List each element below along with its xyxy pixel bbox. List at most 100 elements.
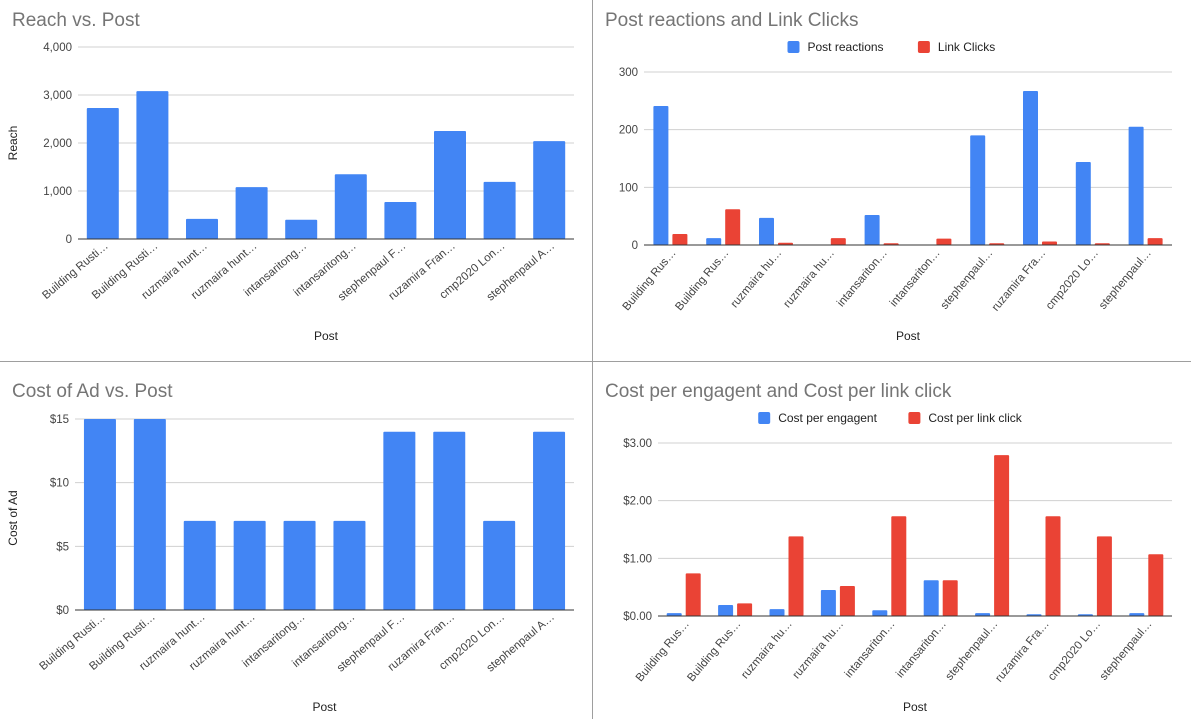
y-tick-label: $15	[50, 414, 69, 426]
y-tick-label: $3.00	[623, 438, 652, 450]
bar-value	[86, 107, 119, 240]
x-tick-label: ruzmaira hu…	[781, 247, 837, 310]
horizontal-divider	[0, 361, 1191, 362]
bar-cost-per-engagent	[769, 609, 785, 616]
x-tick-label: stephenpaul…	[944, 618, 1001, 683]
x-tick-label: ruzamira Fra…	[990, 247, 1048, 313]
x-tick-label: ruzmaira hu…	[791, 618, 847, 681]
bar-link-clicks	[1042, 241, 1057, 245]
bar-cost-per-link-click	[685, 573, 701, 616]
chart-panel-cost: Cost of Ad vs. Post $0 $5 $10 $15 Building Ru…	[0, 362, 592, 719]
x-tick-label: Building Rus…	[621, 247, 679, 313]
x-tick-label: intansariton…	[894, 618, 949, 680]
bar-link-clicks	[672, 234, 688, 245]
bar-post-reactions	[1023, 91, 1038, 245]
bar-value	[136, 91, 169, 239]
bar-value	[133, 419, 166, 610]
bar-post-reactions	[864, 215, 880, 245]
cost-per-engagement-chart: Cost per engagent and Cost per link clic…	[605, 381, 1172, 714]
y-tick-label: 300	[619, 67, 638, 79]
bar-value	[334, 174, 367, 239]
bar-cost-per-engagent	[975, 613, 991, 616]
bar-cost-per-link-click	[942, 580, 958, 616]
bar-post-reactions	[1128, 126, 1144, 245]
bar-link-clicks	[830, 238, 846, 245]
bar-cost-per-link-click	[788, 536, 804, 616]
x-tick-label: stephenpaul…	[1097, 247, 1154, 312]
y-tick-label: $2.00	[623, 496, 652, 508]
bar-post-reactions	[653, 106, 669, 245]
chart-title: Post reactions and Link Clicks	[605, 10, 858, 31]
y-tick-label: $1.00	[623, 553, 652, 565]
bar-cost-per-engagent	[666, 613, 682, 616]
bar-value	[285, 219, 318, 239]
bar-value	[333, 520, 366, 610]
bar-cost-per-link-click	[1045, 516, 1061, 616]
x-axis-label: Post	[312, 700, 337, 714]
x-tick-label: intansariton…	[843, 618, 898, 680]
bar-cost-per-engagent	[718, 605, 734, 616]
bar-value	[533, 431, 566, 610]
bar-cost-per-engagent	[923, 580, 939, 616]
bar-value	[434, 131, 466, 239]
bar-cost-per-engagent	[820, 590, 836, 616]
y-axis-label: Cost of Ad	[6, 490, 20, 545]
legend: Cost per engagent Cost per link click	[758, 411, 1023, 425]
legend-item: Cost per link click	[928, 411, 1022, 425]
y-tick-label: 3,000	[43, 90, 72, 102]
y-tick-label: 0	[66, 234, 72, 246]
x-tick-label: stephenpaul…	[1098, 618, 1155, 683]
chart-panel-cost-per: Cost per engagent and Cost per link clic…	[593, 362, 1191, 719]
y-tick-label: $5	[56, 541, 69, 553]
post-reactions-link-clicks-chart: Post reactions and Link Clicks Post react…	[605, 10, 1172, 343]
reach-vs-post-chart: Reach vs. Post01,0002,0003,0004,000Build…	[6, 10, 574, 343]
bar-post-reactions	[970, 135, 986, 245]
bar-value	[483, 181, 516, 239]
vertical-divider	[592, 0, 593, 719]
bar-value	[283, 520, 316, 610]
x-tick-label: ruzmaira hu…	[729, 247, 785, 310]
bar-cost-per-link-click	[839, 586, 855, 616]
chart-title: Reach vs. Post	[12, 10, 140, 31]
y-tick-label: $0.00	[623, 611, 652, 623]
bar-cost-per-link-click	[1148, 554, 1164, 616]
legend-item: Post reactions	[808, 40, 884, 54]
legend-swatch	[787, 41, 800, 53]
x-tick-label: intansariton…	[835, 247, 890, 309]
legend-swatch	[917, 41, 930, 53]
legend: Post reactions Link Clicks	[787, 40, 995, 54]
bar-value	[433, 431, 466, 610]
x-tick-label: cmp2020 Lo…	[1044, 247, 1101, 312]
x-axis-label: Post	[314, 329, 339, 343]
bar-cost-per-engagent	[872, 610, 888, 616]
chart-title: Cost per engagent and Cost per link clic…	[605, 381, 952, 402]
chart-title: Cost of Ad vs. Post	[12, 381, 173, 402]
bar-value	[533, 141, 566, 239]
chart-panel-reactions: Post reactions and Link Clicks Post react…	[593, 0, 1191, 361]
x-tick-label: intansariton…	[888, 247, 943, 309]
bar-value	[183, 520, 216, 610]
bar-cost-per-link-click	[1096, 536, 1112, 616]
bar-link-clicks	[936, 238, 952, 245]
bar-cost-per-link-click	[737, 603, 753, 616]
legend-item: Cost per engagent	[778, 411, 877, 425]
y-tick-label: 0	[632, 240, 638, 252]
bar-cost-per-link-click	[994, 455, 1010, 616]
y-tick-label: 1,000	[43, 186, 72, 198]
x-tick-label: ruzamira Fra…	[993, 618, 1051, 684]
bar-value	[83, 419, 116, 610]
legend-swatch	[758, 412, 771, 424]
bar-link-clicks	[725, 209, 741, 245]
y-tick-label: 100	[619, 182, 638, 194]
bar-value	[186, 218, 218, 239]
bar-post-reactions	[759, 217, 774, 245]
x-axis-label: Post	[896, 329, 921, 343]
y-axis-label: Reach	[6, 126, 20, 161]
bar-value	[233, 520, 266, 610]
bar-post-reactions	[1075, 161, 1091, 245]
y-tick-label: 4,000	[43, 42, 72, 54]
x-tick-label: stephenpaul…	[939, 247, 996, 312]
legend-item: Link Clicks	[938, 40, 995, 54]
x-tick-label: ruzmaira hu…	[739, 618, 795, 681]
